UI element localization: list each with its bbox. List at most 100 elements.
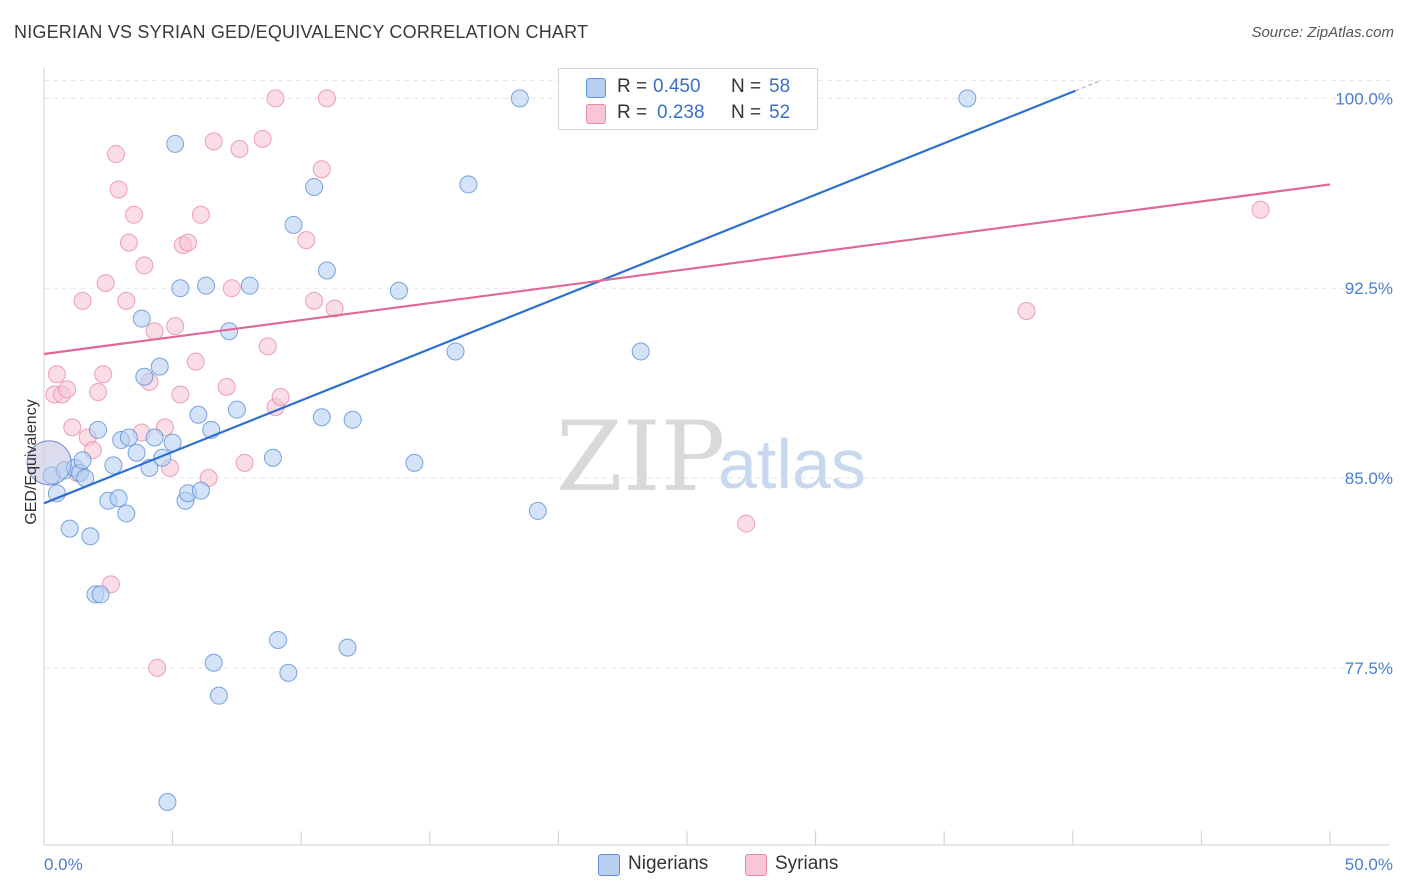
nigerians-point — [81, 527, 100, 546]
nigerians-point — [279, 663, 298, 682]
nigerians-point — [528, 501, 547, 520]
nigerians-swatch — [598, 854, 620, 876]
syrians-point — [312, 160, 331, 179]
nigerians-point — [171, 279, 190, 298]
gridlines — [44, 80, 1390, 669]
syrians-point — [119, 233, 138, 252]
nigerians-point — [73, 451, 92, 470]
nigerians-point — [317, 261, 336, 280]
syrians-point — [63, 418, 82, 437]
nigerians-points — [26, 89, 977, 811]
y-tick-label: 100.0% — [1335, 89, 1393, 108]
syrians-point — [230, 139, 249, 158]
syrians-swatch — [745, 854, 767, 876]
syrians-point — [109, 180, 128, 199]
nigerians-point — [197, 276, 216, 295]
x-tick-labels: 0.0% 50.0% — [44, 855, 1393, 874]
nigerians-trend-line — [43, 89, 1076, 505]
syrians-point — [1017, 301, 1036, 320]
nigerians-point — [135, 367, 154, 386]
watermark-atlas: atlas — [718, 425, 866, 503]
syrians-point — [171, 385, 190, 404]
nigerians-label: Nigerians — [628, 853, 709, 874]
syrians-label: Syrians — [775, 853, 839, 874]
nigerians-point — [26, 440, 72, 486]
nigerians-point — [132, 309, 151, 328]
syrians-point — [47, 365, 66, 384]
nigerians-point — [405, 453, 424, 472]
nigerians-point — [446, 342, 465, 361]
watermark-zip: ZIP — [556, 401, 725, 513]
legend-n-label: N = — [731, 102, 762, 123]
syrians-point — [117, 291, 136, 310]
correlation-legend: R = 0.450 N = 58 R = 0.238 N = 52 — [558, 68, 818, 130]
nigerians-point — [958, 89, 977, 108]
syrians-point — [1251, 200, 1270, 219]
syrians-point — [235, 453, 254, 472]
legend-r-label: R = — [617, 102, 648, 123]
legend-r-value: 0.450 — [653, 76, 701, 97]
syrians-point — [96, 274, 115, 293]
nigerians-point — [459, 175, 478, 194]
syrians-point — [204, 132, 223, 151]
legend-n-label: N = — [731, 76, 762, 97]
y-axis-label: GED/Equivalency — [23, 399, 40, 524]
nigerians-point — [117, 504, 136, 523]
syrians-point — [94, 365, 113, 384]
syrians-point — [271, 388, 290, 407]
syrians-point — [191, 205, 210, 224]
syrians-point — [305, 291, 324, 310]
syrians-point — [325, 299, 344, 318]
nigerians-point — [204, 653, 223, 672]
syrians-point — [135, 256, 154, 275]
y-tick-label: 77.5% — [1345, 659, 1393, 678]
nigerians-point — [60, 519, 79, 538]
legend-r-value: 0.238 — [657, 102, 705, 123]
axes — [43, 68, 1390, 846]
syrians-point — [737, 514, 756, 533]
nigerians-point — [150, 357, 169, 376]
x-tick-label: 50.0% — [1345, 855, 1393, 874]
nigerians-point — [166, 134, 185, 153]
nigerians-point — [189, 405, 208, 424]
syrians-point — [317, 89, 336, 108]
syrians-points — [26, 89, 1270, 677]
legend-n-value: 58 — [769, 76, 791, 97]
y-tick-label: 92.5% — [1345, 279, 1393, 298]
syrians-point — [125, 205, 144, 224]
syrians-trend-line — [43, 183, 1331, 356]
nigerians-trend-extension — [1075, 80, 1099, 92]
chart-title: NIGERIAN VS SYRIAN GED/EQUIVALENCY CORRE… — [14, 22, 589, 42]
nigerians-point — [343, 410, 362, 429]
legend-n-value: 52 — [769, 102, 791, 123]
nigerians-point — [158, 792, 177, 811]
nigerians-point — [389, 281, 408, 300]
nigerians-point — [269, 630, 288, 649]
y-tick-labels: 77.5% 85.0% 92.5% 100.0% — [1335, 89, 1393, 677]
nigerians-point — [104, 456, 123, 475]
watermark: ZIP atlas — [556, 401, 866, 513]
nigerians-point — [91, 585, 110, 604]
nigerians-point — [109, 489, 128, 508]
nigerians-point — [119, 428, 138, 447]
nigerians-point — [191, 481, 210, 500]
nigerians-point — [89, 420, 108, 439]
syrians-point — [107, 145, 126, 164]
syrians-point — [186, 352, 205, 371]
syrians-point — [89, 382, 108, 401]
nigerians-point — [209, 686, 228, 705]
syrians-point — [217, 377, 236, 396]
nigerians-point — [338, 638, 357, 657]
nigerians-point — [227, 400, 246, 419]
nigerians-swatch — [586, 78, 606, 98]
x-tick-label: 0.0% — [44, 855, 83, 874]
nigerians-point — [145, 428, 164, 447]
syrians-point — [145, 322, 164, 341]
syrians-swatch — [586, 104, 606, 124]
nigerians-point — [127, 443, 146, 462]
y-tick-label: 85.0% — [1345, 469, 1393, 488]
legend-r-label: R = — [617, 76, 648, 97]
syrians-point — [73, 291, 92, 310]
syrians-point — [297, 231, 316, 250]
